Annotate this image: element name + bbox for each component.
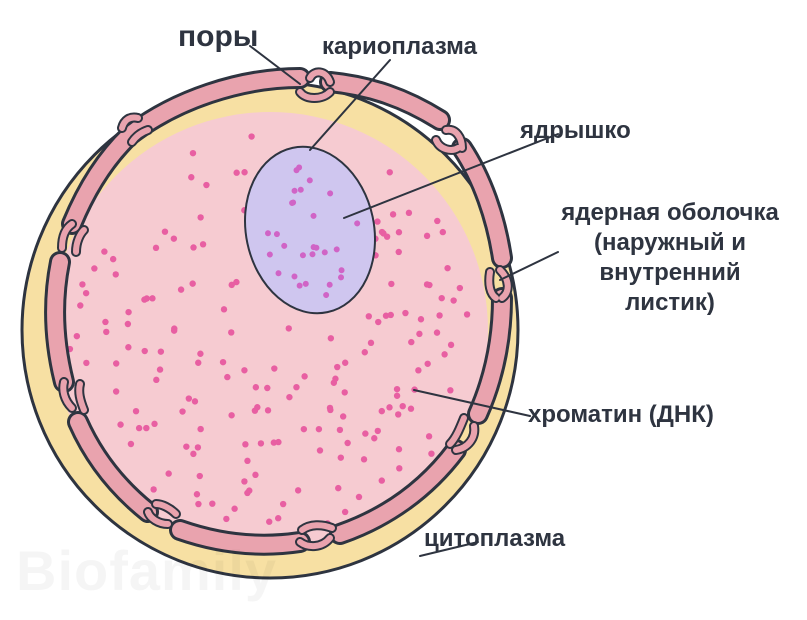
diagram-canvas: поры кариоплазма ядрышко ядерная оболочк… [0,0,807,620]
label-karyoplasm: кариоплазма [322,32,477,62]
label-cytoplasm: цитоплазма [424,524,565,554]
label-envelope: ядерная оболочка (наружный и внутренний … [540,198,800,318]
label-chromatin: хроматин (ДНК) [528,400,714,430]
label-pores: поры [178,18,258,56]
label-nucleolus: ядрышко [520,116,631,146]
watermark: Biofamily [16,538,277,603]
